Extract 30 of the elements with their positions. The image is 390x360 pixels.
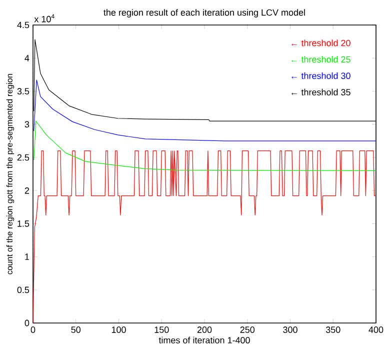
x-tick-label: 150: [154, 326, 169, 333]
y-tick-label: 2.5: [17, 154, 30, 161]
line-series: [32, 150, 376, 324]
chart-title: the region result of each iteration using LCV model: [104, 9, 305, 18]
line-series: [34, 120, 376, 171]
y-tick-label: 4: [24, 55, 30, 62]
y-tick-label: 1: [25, 254, 30, 260]
y-tick-label: 4.5: [17, 22, 30, 28]
y-tick-label: 0.5: [17, 286, 30, 294]
x-tick-label: 200: [197, 326, 212, 333]
text: ← threshold 30: [292, 72, 350, 80]
x-tick-label: 400: [368, 326, 384, 333]
x-tick-label: 350: [326, 326, 340, 333]
x-tick-label: 0: [30, 326, 36, 333]
y-tick-label: 2: [24, 187, 30, 194]
x-tick-label: 50: [71, 326, 81, 333]
y-tick-label: 0: [24, 320, 30, 326]
y-tick-label: 1.5: [18, 220, 30, 227]
x-tick-label: 250: [240, 326, 255, 333]
y-tick-label: 3: [24, 121, 30, 128]
text: ← threshold 20: [292, 40, 350, 46]
text: x 10$^{4}$: [34, 14, 54, 22]
text: ← threshold 35: [292, 88, 350, 96]
y-axis-title: count of the region gott from the pre-segmented region: [6, 74, 14, 274]
x-axis-title: times of iteration 1-400: [158, 336, 250, 344]
x-tick-label: 100: [112, 326, 126, 333]
text: ← threshold 25: [292, 56, 350, 63]
y-tick-label: 3.5: [17, 88, 30, 94]
x-tick-label: 300: [283, 326, 298, 333]
line-series: [34, 80, 376, 142]
